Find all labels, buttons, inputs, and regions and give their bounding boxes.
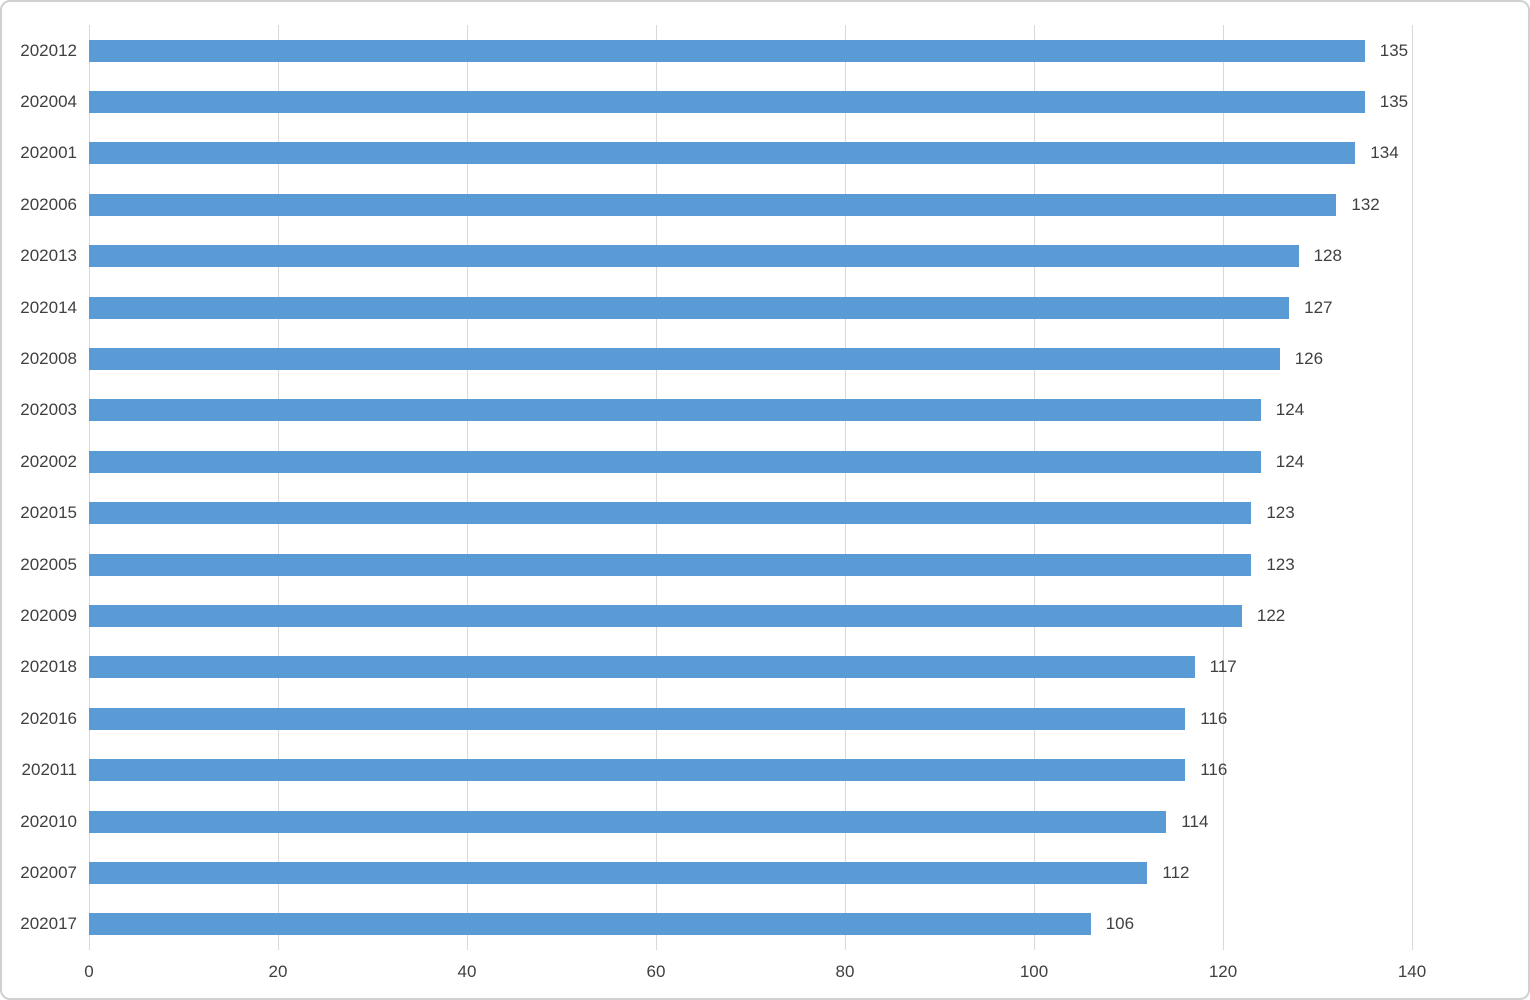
bar-row: 116 bbox=[89, 759, 1412, 782]
gridline bbox=[278, 25, 279, 950]
bar-row: 122 bbox=[89, 604, 1412, 627]
category-label: 202002 bbox=[20, 451, 77, 471]
x-axis-tick-label: 100 bbox=[1019, 962, 1049, 981]
value-label: 135 bbox=[1379, 40, 1409, 60]
bar-row: 116 bbox=[89, 707, 1412, 730]
bar-row: 132 bbox=[89, 193, 1412, 216]
bar bbox=[89, 193, 1337, 216]
x-axis-tick-label: 140 bbox=[1397, 962, 1427, 981]
bar bbox=[89, 810, 1167, 833]
value-label: 128 bbox=[1313, 246, 1342, 266]
bar-row: 106 bbox=[89, 913, 1412, 936]
category-label: 202005 bbox=[20, 554, 77, 574]
value-label: 124 bbox=[1275, 451, 1305, 471]
gridline bbox=[89, 25, 90, 950]
category-label: 202003 bbox=[20, 400, 77, 420]
value-label: 117 bbox=[1209, 657, 1237, 677]
value-label: 123 bbox=[1266, 503, 1295, 523]
bar-row: 117 bbox=[89, 656, 1412, 679]
value-label: 116 bbox=[1200, 708, 1228, 728]
category-label: 202001 bbox=[20, 143, 77, 163]
bar-row: 126 bbox=[89, 348, 1412, 371]
bar bbox=[89, 245, 1299, 268]
bar bbox=[89, 296, 1290, 319]
bar-row: 112 bbox=[89, 861, 1412, 884]
category-label: 202014 bbox=[20, 297, 77, 317]
category-label: 202009 bbox=[20, 605, 77, 625]
category-label: 202013 bbox=[20, 246, 77, 266]
category-label: 202004 bbox=[20, 92, 77, 112]
value-label: 114 bbox=[1181, 811, 1209, 831]
bar bbox=[89, 450, 1261, 473]
value-label: 116 bbox=[1200, 760, 1228, 780]
category-label: 202010 bbox=[20, 811, 77, 831]
value-label: 124 bbox=[1275, 400, 1305, 420]
bar-row: 128 bbox=[89, 245, 1412, 268]
category-label: 202011 bbox=[21, 760, 77, 780]
bar bbox=[89, 656, 1195, 679]
bar bbox=[89, 348, 1280, 371]
value-label: 123 bbox=[1266, 554, 1295, 574]
x-axis-tick-label: 0 bbox=[84, 962, 94, 981]
value-label: 134 bbox=[1370, 143, 1399, 163]
category-label: 202012 bbox=[20, 40, 77, 60]
bar-row: 135 bbox=[89, 39, 1412, 62]
gridline bbox=[845, 25, 846, 950]
plot-area: 135 135 134 132 128 127 126 124 124 123 123 122 117 1… bbox=[89, 25, 1413, 950]
value-label: 132 bbox=[1351, 194, 1380, 214]
gridline bbox=[1412, 25, 1413, 950]
x-axis-tick-label: 120 bbox=[1208, 962, 1238, 981]
value-label: 127 bbox=[1304, 297, 1333, 317]
bar bbox=[89, 604, 1242, 627]
bar bbox=[89, 142, 1356, 165]
value-label: 106 bbox=[1105, 914, 1135, 934]
bar-row: 134 bbox=[89, 142, 1412, 165]
bar bbox=[89, 39, 1365, 62]
gridline bbox=[1034, 25, 1035, 950]
x-axis-tick-label: 20 bbox=[268, 962, 288, 981]
value-label: 112 bbox=[1162, 862, 1190, 882]
bar-row: 127 bbox=[89, 296, 1412, 319]
category-label: 202008 bbox=[20, 349, 77, 369]
category-label: 202006 bbox=[20, 194, 77, 214]
bar bbox=[89, 861, 1148, 884]
value-label: 122 bbox=[1256, 605, 1286, 625]
bar bbox=[89, 553, 1252, 576]
category-label: 202017 bbox=[20, 914, 77, 934]
category-label: 202015 bbox=[20, 503, 77, 523]
gridline bbox=[467, 25, 468, 950]
bar bbox=[89, 502, 1252, 525]
bar bbox=[89, 707, 1186, 730]
bar-row: 124 bbox=[89, 399, 1412, 422]
x-axis-tick-label: 60 bbox=[646, 962, 666, 981]
bar bbox=[89, 913, 1091, 936]
bar bbox=[89, 91, 1365, 114]
bar-row: 123 bbox=[89, 553, 1412, 576]
value-label: 126 bbox=[1294, 349, 1324, 369]
value-label: 135 bbox=[1379, 92, 1409, 112]
category-label: 202007 bbox=[20, 862, 77, 882]
x-axis-tick-label: 80 bbox=[835, 962, 855, 981]
x-axis-tick-label: 40 bbox=[457, 962, 477, 981]
bar-row: 135 bbox=[89, 91, 1412, 114]
bar bbox=[89, 759, 1186, 782]
bar-row: 124 bbox=[89, 450, 1412, 473]
bar-row: 123 bbox=[89, 502, 1412, 525]
bar bbox=[89, 399, 1261, 422]
bar-row: 114 bbox=[89, 810, 1412, 833]
gridline bbox=[1223, 25, 1224, 950]
category-label: 202018 bbox=[20, 657, 77, 677]
category-label: 202016 bbox=[20, 708, 77, 728]
gridline bbox=[656, 25, 657, 950]
